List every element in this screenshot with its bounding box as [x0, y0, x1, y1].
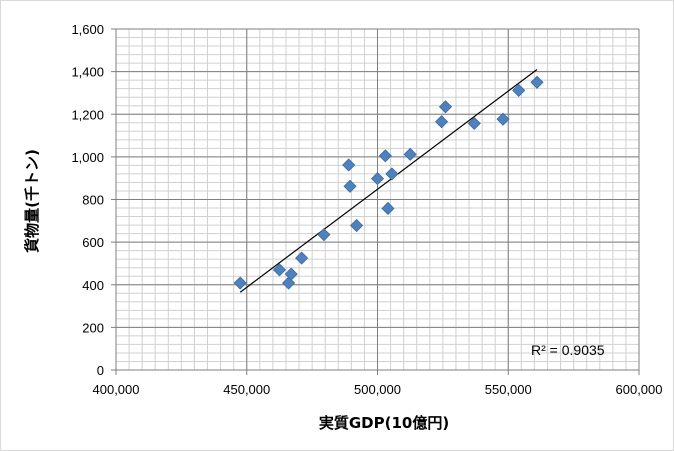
data-point: [317, 228, 331, 242]
y-tick-label: 1,000: [71, 150, 104, 165]
data-point: [233, 276, 247, 290]
y-tick-label: 200: [82, 320, 104, 335]
data-point: [385, 167, 399, 181]
x-axis-ticks: 400,000 450,000 500,000 550,000 600,000: [93, 370, 663, 397]
data-point: [272, 263, 287, 277]
y-tick-label: 1,400: [71, 65, 104, 80]
data-point: [342, 158, 356, 172]
y-tick-label: 600: [82, 235, 104, 250]
x-tick-label: 500,000: [354, 382, 401, 397]
data-point: [350, 218, 364, 233]
data-point: [343, 179, 357, 193]
data-point: [295, 251, 309, 265]
x-axis-title: 実質GDP(10億円): [319, 414, 449, 432]
data-point: [467, 116, 481, 130]
y-tick-label: 400: [82, 278, 104, 293]
y-tick-label: 1,200: [71, 107, 104, 122]
data-point: [435, 115, 449, 129]
x-tick-label: 550,000: [485, 382, 532, 397]
trendline-group: [239, 69, 538, 293]
y-tick-label: 0: [97, 363, 104, 378]
data-point: [530, 75, 544, 89]
data-points: [233, 75, 544, 290]
data-point: [512, 83, 526, 97]
y-axis-ticks: 0 200 400 600 800 1,000 1,200 1,400 1,600: [71, 22, 116, 378]
y-tick-label: 800: [82, 193, 104, 208]
y-tick-label: 1,600: [71, 22, 104, 37]
trendline: [239, 69, 538, 293]
x-tick-label: 400,000: [93, 382, 140, 397]
data-point: [381, 201, 395, 216]
data-point: [370, 172, 385, 186]
data-point: [378, 149, 392, 163]
data-point: [403, 147, 417, 161]
y-axis-title: 貨物量(千トン): [23, 149, 41, 253]
r-squared-annotation: R² = 0.9035: [531, 342, 605, 358]
data-point: [438, 100, 453, 114]
data-point: [496, 112, 510, 126]
x-tick-label: 600,000: [616, 382, 663, 397]
data-point: [284, 267, 298, 281]
x-tick-label: 450,000: [223, 382, 270, 397]
